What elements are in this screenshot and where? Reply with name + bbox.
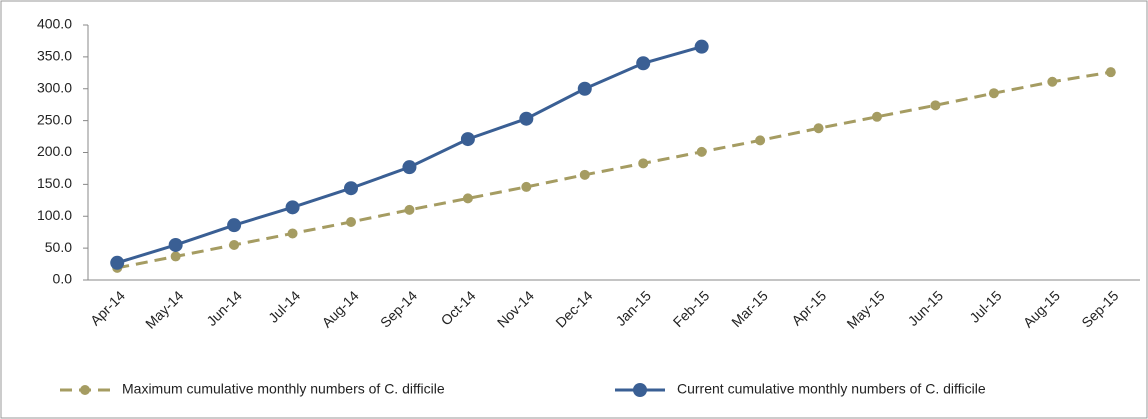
point: [346, 216, 356, 227]
point: [229, 239, 240, 250]
legend-marker: [80, 385, 90, 395]
point: [462, 193, 473, 204]
y-tick-label: 100.0: [37, 207, 72, 223]
y-tick-label: 250.0: [37, 111, 72, 127]
point: [110, 255, 125, 270]
point: [460, 132, 475, 147]
point: [402, 160, 417, 175]
point: [813, 123, 824, 134]
legend-marker: [633, 383, 647, 397]
point: [636, 56, 651, 71]
point: [1105, 67, 1116, 78]
point: [168, 237, 183, 252]
point: [755, 135, 766, 146]
point: [170, 251, 181, 262]
point: [930, 100, 941, 111]
point: [872, 111, 882, 122]
point: [988, 88, 999, 99]
y-tick-label: 50.0: [45, 239, 72, 255]
point: [521, 181, 532, 192]
point: [579, 169, 590, 180]
point: [577, 81, 592, 96]
point: [696, 146, 707, 157]
point: [227, 218, 242, 233]
y-tick-label: 300.0: [37, 79, 72, 95]
point: [287, 228, 298, 239]
point: [638, 158, 649, 169]
point: [404, 204, 415, 215]
y-tick-label: 150.0: [37, 175, 72, 191]
point: [344, 181, 358, 196]
y-tick-label: 350.0: [37, 48, 72, 64]
point: [694, 39, 709, 54]
point: [285, 200, 300, 215]
y-tick-label: 400.0: [37, 16, 72, 32]
point: [1047, 76, 1058, 87]
legend-label: Current cumulative monthly numbers of C.…: [677, 381, 986, 397]
point: [519, 111, 534, 126]
y-tick-label: 200.0: [37, 143, 72, 159]
y-tick-label: 0.0: [53, 271, 73, 287]
series-line: [116, 70, 1112, 270]
legend-label: Maximum cumulative monthly numbers of C.…: [122, 381, 445, 397]
